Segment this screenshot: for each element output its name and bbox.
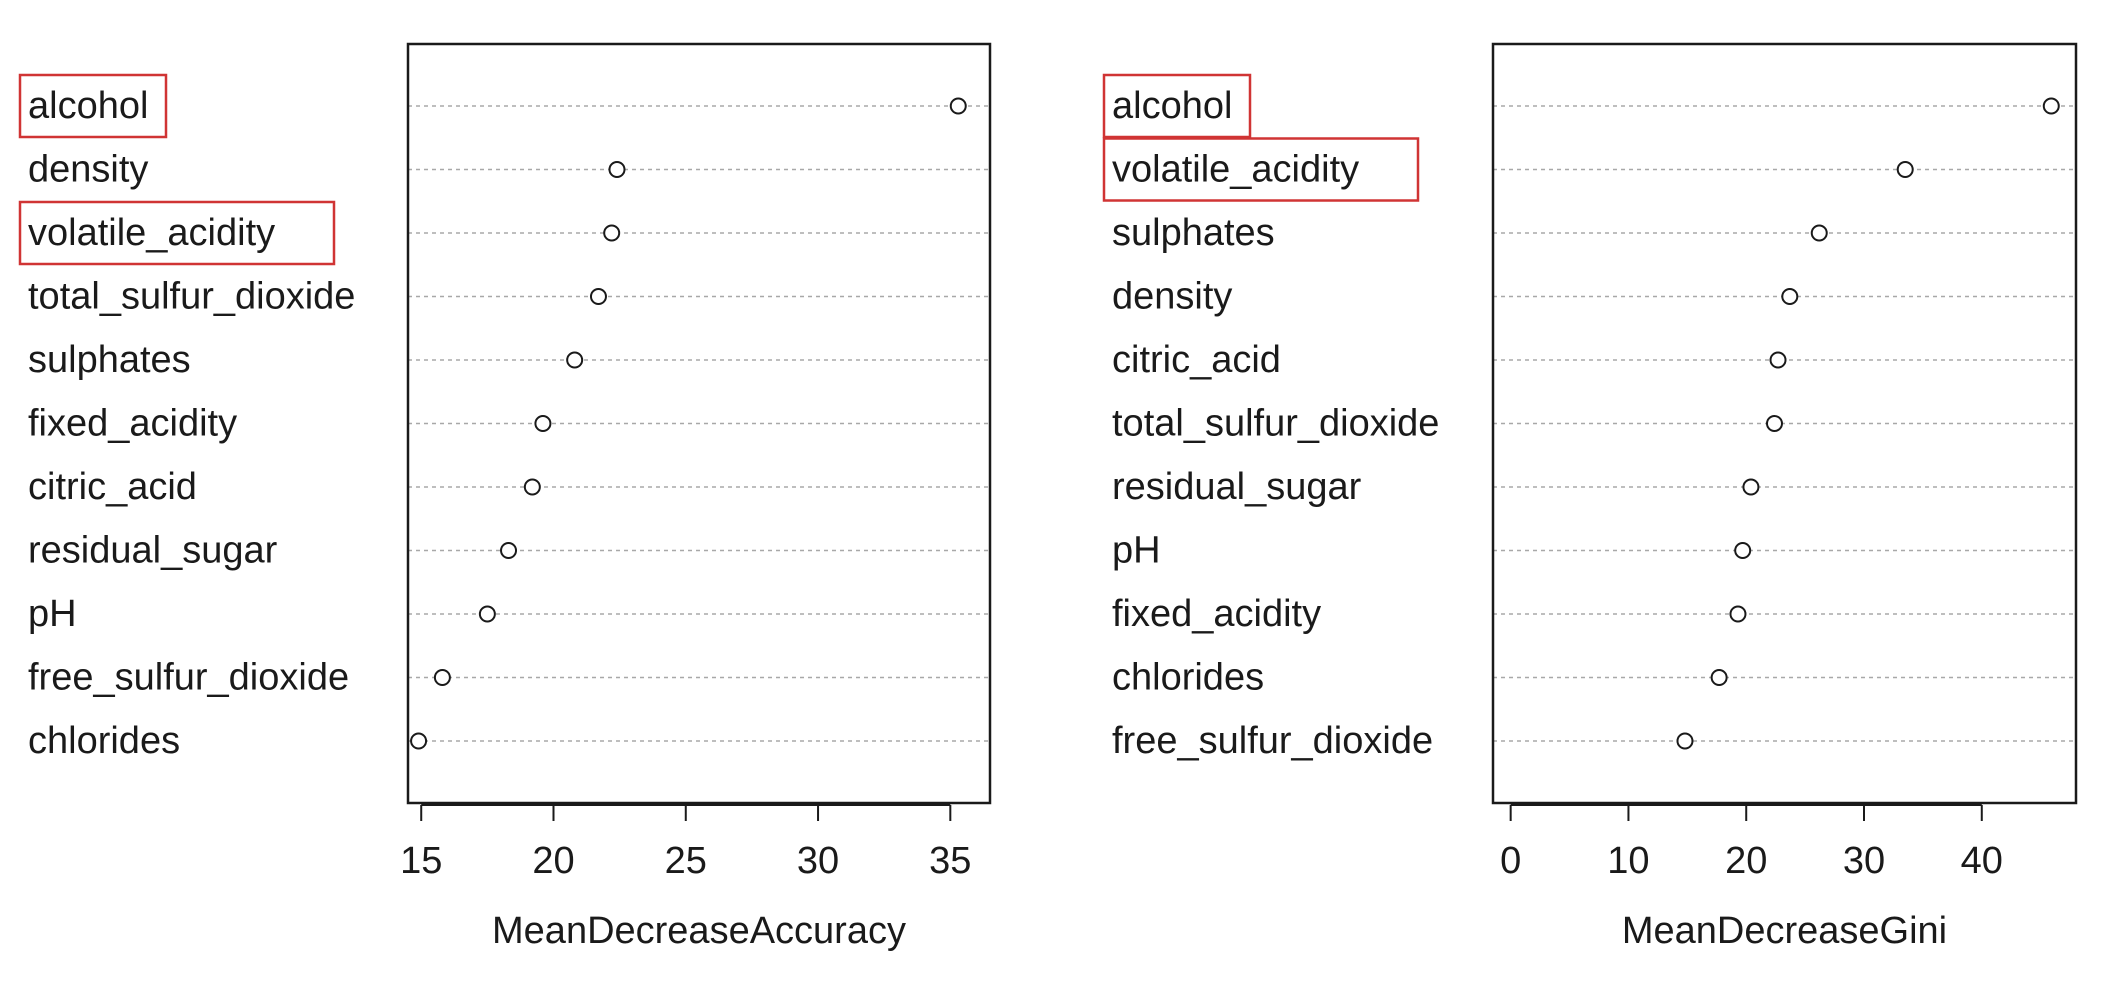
data-point [1729,605,1747,623]
category-label: free_sulfur_dioxide [28,657,349,699]
category-label: fixed_acidity [28,403,237,445]
x-tick-label: 0 [1500,840,1521,882]
data-point [603,224,621,242]
category-label: fixed_acidity [1112,593,1321,635]
x-tick-label: 20 [1725,840,1767,882]
x-tick-label: 35 [929,840,971,882]
data-point [1896,161,1914,178]
category-label: density [28,149,148,191]
highlight-box [18,73,168,139]
x-axis-title: MeanDecreaseAccuracy [492,910,906,952]
category-label: chlorides [28,720,180,762]
category-label: pH [28,593,77,635]
x-tick-label: 10 [1607,840,1649,882]
data-point [433,669,451,686]
data-point [534,415,552,432]
data-point [410,732,428,750]
data-point [589,288,607,305]
category-label: chlorides [1112,657,1264,699]
x-tick-label: 20 [532,840,574,882]
highlight-box [1102,73,1252,139]
plot-frame [1491,42,2078,805]
data-point [1810,224,1828,242]
x-axis-title: MeanDecreaseGini [1622,910,1947,952]
category-label: sulphates [1112,212,1275,254]
data-point [1781,288,1799,305]
x-tick-label: 25 [665,840,707,882]
category-label: citric_acid [1112,339,1281,381]
category-label: volatile_acidity [1112,149,1359,191]
category-label: residual_sugar [28,530,278,572]
highlight-box [1102,137,1420,202]
category-label: free_sulfur_dioxide [1112,720,1433,762]
x-tick-label: 30 [797,840,839,882]
data-point [1742,478,1760,496]
dotchart-panel-1: alcohol density volatile_acidity total_sulf… [18,42,992,952]
category-label: total_sulfur_dioxide [1112,403,1439,445]
data-point [1765,415,1783,432]
data-point [2042,97,2060,115]
data-point [523,478,541,496]
highlight-box [18,200,336,266]
category-label: pH [1112,530,1161,572]
dotchart-panel-2: alcohol volatile_acidity sulphates density c… [1102,42,2078,952]
data-point [1769,351,1787,369]
x-tick-label: 30 [1843,840,1885,882]
category-label: alcohol [1112,85,1232,127]
data-point [500,542,518,559]
category-label: citric_acid [28,466,197,508]
x-tick-label: 15 [400,840,442,882]
plot-frame [406,42,992,805]
category-label: alcohol [28,85,148,127]
category-label: volatile_acidity [28,212,275,254]
category-label: sulphates [28,339,191,381]
data-point [1734,542,1752,559]
category-label: total_sulfur_dioxide [28,276,355,318]
data-point [949,97,967,115]
data-point [478,605,496,623]
category-label: density [1112,276,1232,318]
data-point [1676,732,1694,750]
data-point [1710,669,1728,686]
x-tick-label: 40 [1961,840,2003,882]
data-point [566,351,584,369]
data-point [608,161,626,178]
category-label: residual_sugar [1112,466,1362,508]
